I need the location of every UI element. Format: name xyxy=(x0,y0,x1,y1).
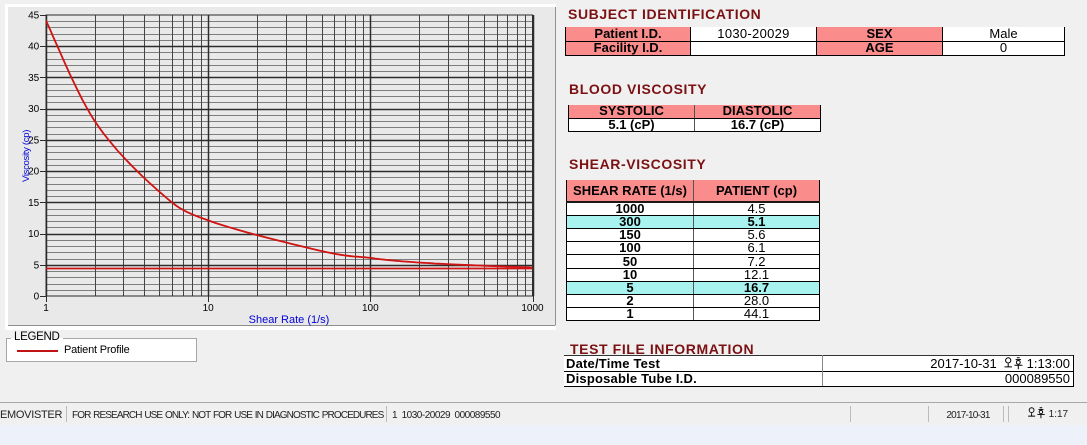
svg-text:1: 1 xyxy=(43,303,49,314)
svg-text:20: 20 xyxy=(28,167,40,178)
svg-text:Viscosity (cp): Viscosity (cp) xyxy=(21,130,32,182)
svg-text:15: 15 xyxy=(28,198,40,209)
svg-text:0: 0 xyxy=(34,292,40,303)
svg-text:40: 40 xyxy=(28,42,40,53)
svg-text:5: 5 xyxy=(34,260,40,271)
svg-text:10: 10 xyxy=(203,303,215,314)
svg-text:30: 30 xyxy=(28,104,40,115)
svg-text:1000: 1000 xyxy=(521,303,544,314)
svg-text:45: 45 xyxy=(28,11,40,22)
svg-text:25: 25 xyxy=(28,135,40,146)
svg-text:Shear Rate (1/s): Shear Rate (1/s) xyxy=(249,314,330,326)
svg-text:10: 10 xyxy=(28,229,40,240)
svg-text:35: 35 xyxy=(28,73,40,84)
svg-text:100: 100 xyxy=(362,303,379,314)
